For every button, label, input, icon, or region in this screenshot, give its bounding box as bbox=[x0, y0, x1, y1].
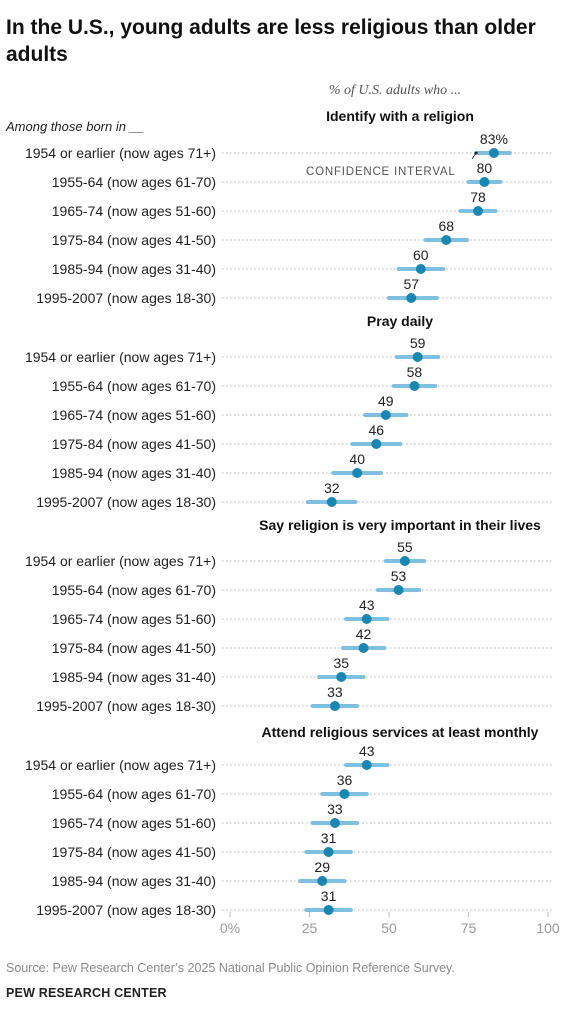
data-label: 46 bbox=[368, 422, 384, 438]
data-point bbox=[329, 818, 340, 828]
row-label: 1985-94 (now ages 31-40) bbox=[52, 261, 216, 277]
x-tick-label: 25 bbox=[302, 920, 318, 936]
source-note: Source: Pew Research Center’s 2025 Natio… bbox=[6, 961, 455, 975]
data-label: 42 bbox=[356, 626, 372, 642]
data-point bbox=[336, 672, 347, 682]
chart-title: In the U.S., young adults are less relig… bbox=[6, 16, 536, 66]
row-label: 1975-84 (now ages 41-50) bbox=[52, 436, 216, 452]
row-label: 1965-74 (now ages 51-60) bbox=[52, 611, 216, 627]
row-header: Among those born in __ bbox=[5, 119, 144, 134]
chart-subtitle: % of U.S. adults who ... bbox=[329, 83, 461, 98]
data-point bbox=[323, 847, 334, 857]
data-label: 33 bbox=[327, 801, 343, 817]
row-label: 1985-94 (now ages 31-40) bbox=[52, 873, 216, 889]
x-tick-label: 75 bbox=[461, 920, 477, 936]
row-label: 1995-2007 (now ages 18-30) bbox=[36, 902, 216, 918]
data-label: 60 bbox=[413, 247, 429, 263]
row-label: 1965-74 (now ages 51-60) bbox=[52, 815, 216, 831]
data-label: 49 bbox=[378, 393, 394, 409]
row-label: 1955-64 (now ages 61-70) bbox=[52, 786, 216, 802]
data-point bbox=[352, 468, 363, 478]
data-label: 33 bbox=[327, 684, 343, 700]
panel-title: Attend religious services at least month… bbox=[262, 724, 539, 740]
data-label: 58 bbox=[407, 364, 423, 380]
data-label: 83% bbox=[480, 131, 508, 147]
x-tick-label: 50 bbox=[381, 920, 397, 936]
data-label: 32 bbox=[324, 480, 340, 496]
data-point bbox=[409, 381, 420, 391]
row-label: 1955-64 (now ages 61-70) bbox=[52, 378, 216, 394]
data-label: 40 bbox=[349, 451, 365, 467]
row-label: 1955-64 (now ages 61-70) bbox=[52, 174, 216, 190]
data-point bbox=[361, 614, 372, 624]
data-point bbox=[380, 410, 391, 420]
data-point bbox=[393, 585, 404, 595]
data-label: 80 bbox=[477, 160, 493, 176]
data-point bbox=[317, 876, 328, 886]
data-label: 53 bbox=[391, 568, 407, 584]
x-tick-label: 100 bbox=[536, 920, 560, 936]
row-label: 1954 or earlier (now ages 71+) bbox=[25, 145, 216, 161]
data-point bbox=[412, 352, 423, 362]
panel-title: Pray daily bbox=[367, 313, 433, 329]
data-point bbox=[326, 497, 337, 507]
data-label: 31 bbox=[321, 888, 337, 904]
row-label: 1965-74 (now ages 51-60) bbox=[52, 203, 216, 219]
data-point bbox=[488, 148, 499, 158]
row-label: 1954 or earlier (now ages 71+) bbox=[25, 757, 216, 773]
data-point bbox=[371, 439, 382, 449]
row-label: 1995-2007 (now ages 18-30) bbox=[36, 698, 216, 714]
data-label: 31 bbox=[321, 830, 337, 846]
panel-title: Say religion is very important in their … bbox=[259, 517, 541, 533]
data-label: 35 bbox=[334, 655, 350, 671]
data-point bbox=[361, 760, 372, 770]
data-point bbox=[399, 556, 410, 566]
x-tick-label: 0% bbox=[220, 920, 240, 936]
data-label: 36 bbox=[337, 772, 353, 788]
data-point bbox=[479, 177, 490, 187]
data-label: 57 bbox=[403, 276, 419, 292]
data-label: 78 bbox=[470, 189, 486, 205]
row-label: 1985-94 (now ages 31-40) bbox=[52, 669, 216, 685]
ci-callout-label: CONFIDENCE INTERVAL bbox=[306, 166, 456, 178]
ci-callout-dot bbox=[474, 151, 478, 155]
row-label: 1954 or earlier (now ages 71+) bbox=[25, 553, 216, 569]
data-label: 68 bbox=[438, 218, 454, 234]
data-label: 43 bbox=[359, 743, 375, 759]
data-point bbox=[441, 235, 452, 245]
data-label: 55 bbox=[397, 539, 413, 555]
data-point bbox=[358, 643, 369, 653]
data-point bbox=[329, 701, 340, 711]
data-label: 29 bbox=[314, 859, 330, 875]
data-point bbox=[339, 789, 350, 799]
row-label: 1975-84 (now ages 41-50) bbox=[52, 844, 216, 860]
row-label: 1995-2007 (now ages 18-30) bbox=[36, 290, 216, 306]
panel-title: Identify with a religion bbox=[326, 108, 474, 124]
data-label: 59 bbox=[410, 335, 426, 351]
data-label: 43 bbox=[359, 597, 375, 613]
row-label: 1985-94 (now ages 31-40) bbox=[52, 465, 216, 481]
row-label: 1954 or earlier (now ages 71+) bbox=[25, 349, 216, 365]
brand-label: PEW RESEARCH CENTER bbox=[6, 986, 167, 1000]
row-label: 1965-74 (now ages 51-60) bbox=[52, 407, 216, 423]
data-point bbox=[473, 206, 484, 216]
data-point bbox=[406, 293, 417, 303]
row-label: 1995-2007 (now ages 18-30) bbox=[36, 494, 216, 510]
data-point bbox=[415, 264, 426, 274]
row-label: 1975-84 (now ages 41-50) bbox=[52, 640, 216, 656]
row-label: 1955-64 (now ages 61-70) bbox=[52, 582, 216, 598]
row-label: 1975-84 (now ages 41-50) bbox=[52, 232, 216, 248]
data-point bbox=[323, 905, 334, 915]
